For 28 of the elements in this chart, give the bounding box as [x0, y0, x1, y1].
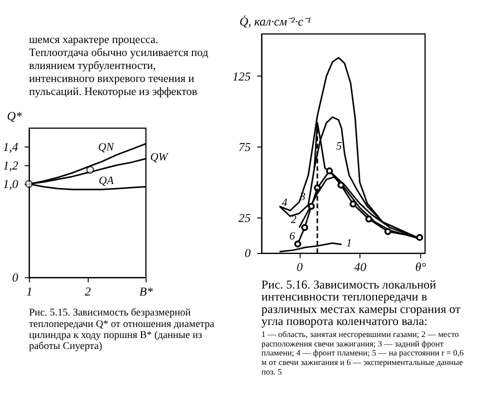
- annotation: 6: [289, 230, 296, 242]
- y-axis-title: Q̇, кал·см⁻²·с⁻¹: [239, 14, 312, 29]
- y-tick-label: 0: [244, 246, 251, 260]
- y-tick-label: 1,4: [3, 140, 18, 154]
- y-tick-label: 25: [238, 210, 251, 225]
- y-tick-label: 0: [12, 270, 18, 284]
- y-tick-label: 125: [232, 69, 251, 84]
- annotation: 1: [346, 237, 352, 250]
- chart-subtitle: шемся характере процесса. Теплоотдача обычно усиливается под влиянием турбулентности, интенсивного вихревого течения и пульсаций. Некоторые из эффектов: [28, 34, 208, 98]
- annotation: QA: [98, 174, 114, 187]
- x-tick-label: 2: [84, 284, 91, 298]
- y-tick-label: 1,0: [3, 177, 18, 192]
- annotation: 2: [290, 214, 297, 226]
- y-tick-label: 1,2: [3, 158, 18, 172]
- x-tick-label: B*: [139, 284, 154, 298]
- x-tick-label: 1: [26, 284, 32, 298]
- text: Рис. 5.15. Зависимость безразмерной теплопередачи Q* от отношения диаметра цилиндра к ходу поршня B* (данные из работы Сиуерта): [28, 308, 215, 352]
- annotation: QN: [98, 141, 114, 154]
- annotation: QW: [150, 152, 170, 164]
- annotation: 5: [336, 140, 342, 152]
- x-tick-label: θ°: [415, 260, 426, 274]
- text: 1 — область, занятая несгоревшими газами; 2 — место расположения свечи зажигания; 3 — задний фронт пламени; 4 — фронт пламени; 5 — на расстоянии r = 0,6 м от свечи зажигания и 6 — экспериментальные данные поз. 5: [261, 330, 464, 376]
- x-tick-label: 40: [354, 260, 366, 274]
- x-tick-label: 0: [296, 260, 303, 274]
- text: Рис. 5.16. Зависимость локальной интенсивности теплопередачи в различных местах камеры сгорания от угла поворота коленчатого вала:: [261, 277, 462, 328]
- annotation: 4: [282, 196, 288, 209]
- y-axis-title: Q*: [7, 108, 23, 123]
- y-tick-label: 75: [238, 140, 251, 154]
